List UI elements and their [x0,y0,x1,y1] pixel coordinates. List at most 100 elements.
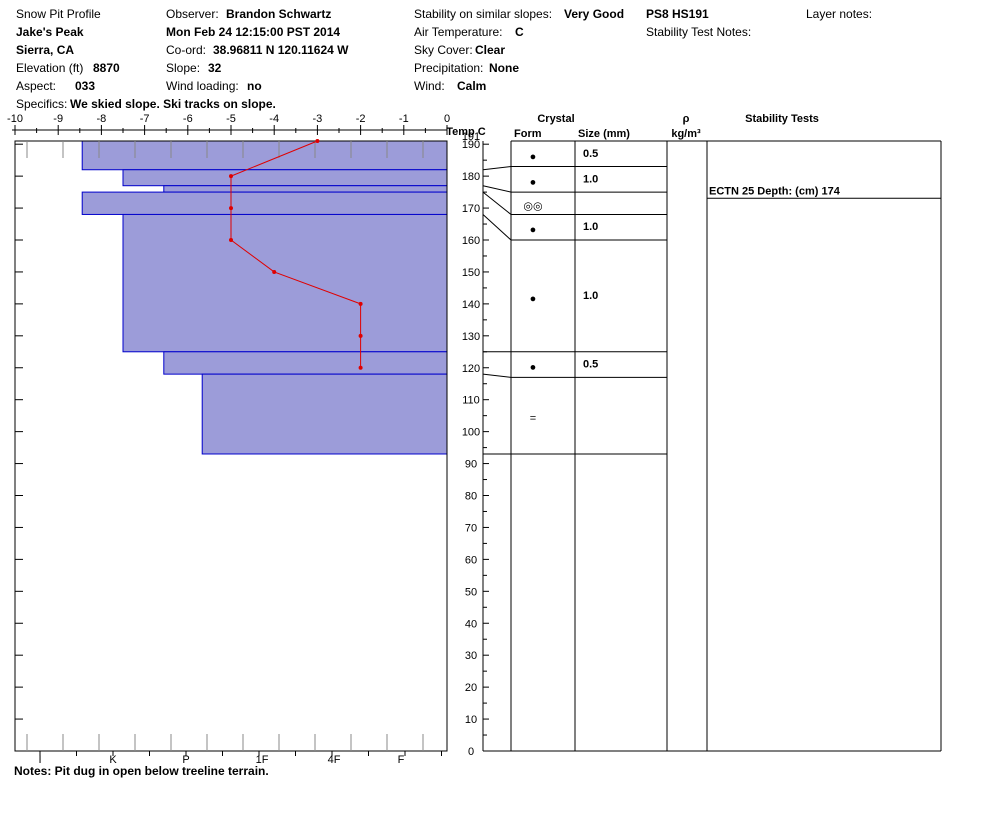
temperature-profile [229,139,363,370]
height-tick-label: 80 [465,491,477,503]
temp-tick-label: -7 [140,113,150,125]
hardness-plot-frame [14,140,448,752]
temp-tick-label: -3 [313,113,323,125]
layer-connector [482,214,512,241]
temperature-point [358,365,363,370]
size-column-header: Size (mm) [578,128,630,140]
aspect-value: 033 [75,79,96,93]
temperature-point [272,269,277,274]
height-tick-label: 0 [468,746,474,758]
precip-value: None [489,61,519,75]
hardness-label: F [398,754,405,766]
height-tick-label: 40 [465,618,477,630]
height-tick-label: 140 [462,299,480,311]
layer-connector [482,166,512,171]
hardness-label: 1F [256,754,269,766]
temp-tick-label: -4 [269,113,279,125]
region: Sierra, CA [16,43,75,57]
crystal-form: ● [530,362,537,374]
temperature-point [315,139,320,143]
temperature-point [229,174,233,179]
crystal-form: ◎◎ [523,200,542,212]
hardness-label: I [38,754,41,766]
hardness-layer-bar [163,351,448,375]
crystal-form: ● [530,151,537,163]
hardness-layer-bar [81,191,448,215]
temp-tick-label: -9 [53,113,63,125]
pit-id: PS8 HS191 [646,7,709,21]
notes: Notes: Pit dug in open below treeline te… [14,764,269,778]
temp-tick-label: -1 [399,113,409,125]
layer-connector [482,191,512,215]
hardness-label: P [182,754,189,766]
temp-tick-label: -2 [356,113,366,125]
crystal-size: 0.5 [583,359,598,371]
wind-loading-label: Wind loading: [166,79,239,93]
temperature-point [358,301,363,306]
wind-loading-value: no [247,79,262,93]
crystal-size: 1.0 [583,221,598,233]
layer-connector [482,185,512,193]
elevation-value: 8870 [93,61,120,75]
datetime: Mon Feb 24 12:15:00 PST 2014 [166,25,341,39]
sky-label: Sky Cover: [414,43,473,57]
height-tick-label: 160 [462,235,480,247]
height-tick-label: 50 [465,586,477,598]
temp-tick-label: 0 [444,113,450,125]
hardness-axis: I K P 1F 4F F [38,751,442,766]
wind-value: Calm [457,79,487,93]
height-tick-label: 100 [462,427,480,439]
density-symbol: ρ [683,113,690,125]
air-temp-label: Air Temperature: [414,25,503,39]
height-tick-label: 90 [465,459,477,471]
height-tick-label: 170 [462,203,480,215]
crystal-size: 1.0 [583,290,598,302]
column-headers: Temp C Crystal Form Size (mm) ρ kg/m³ St… [446,113,819,140]
height-tick-label: 180 [462,171,480,183]
coord-label: Co-ord: [166,43,207,57]
profile-label: Snow Pit Profile [16,7,101,21]
height-tick-label: 120 [462,363,480,375]
temp-tick-label: -8 [97,113,107,125]
height-axis: 0 10 20 30 40 50 60 70 80 90 100 110 120 130 140 150 160… [462,131,489,758]
height-tick-label: 20 [465,682,477,694]
observer-value: Brandon Schwartz [226,7,332,21]
height-tick-label: 110 [462,395,480,407]
height-tick-label: 190 [462,139,480,151]
crystal-size: 0.5 [583,148,598,160]
specifics-value: We skied slope. Ski tracks on slope. [70,97,276,111]
temperature-axis: -10 -9 -8 -7 -6 -5 -4 -3 -2 -1 0 [7,113,450,135]
wind-label: Wind: [414,79,445,93]
temp-tick-label: -6 [183,113,193,125]
crystal-column-header: Crystal [537,113,574,125]
location: Jake's Peak [16,25,84,39]
crystal-form: ● [530,224,537,236]
temp-column-header: Temp C [446,126,486,138]
temperature-point [229,238,233,243]
crystal-form: ● [530,176,537,188]
hardness-plot-border [14,140,448,752]
height-tick-label: 30 [465,650,477,662]
hardness-label: 4F [328,754,341,766]
hardness-label: K [109,754,117,766]
precip-label: Precipitation: [414,61,484,75]
hardness-layer-bar [122,213,448,353]
crystal-form: ● [530,293,537,305]
temperature-point [358,333,363,338]
elevation-label: Elevation (ft) [16,61,84,75]
hardness-layer-bar [122,169,448,187]
aspect-label: Aspect: [16,79,57,93]
density-unit: kg/m³ [671,128,701,140]
height-tick-label: 150 [462,267,480,279]
temperature-point [229,206,233,211]
height-top-label: 191 [462,131,480,143]
stability-tests-header: Stability Tests [745,113,819,125]
temp-tick-label: -5 [226,113,236,125]
hardness-layers [81,140,448,455]
layer-notes-label: Layer notes: [806,7,873,21]
stability-label: Stability on similar slopes: [414,7,553,21]
slope-label: Slope: [166,61,201,75]
stability-test-label: ECTN 25 Depth: (cm) 174 [709,185,841,197]
form-column-header: Form [514,128,542,140]
